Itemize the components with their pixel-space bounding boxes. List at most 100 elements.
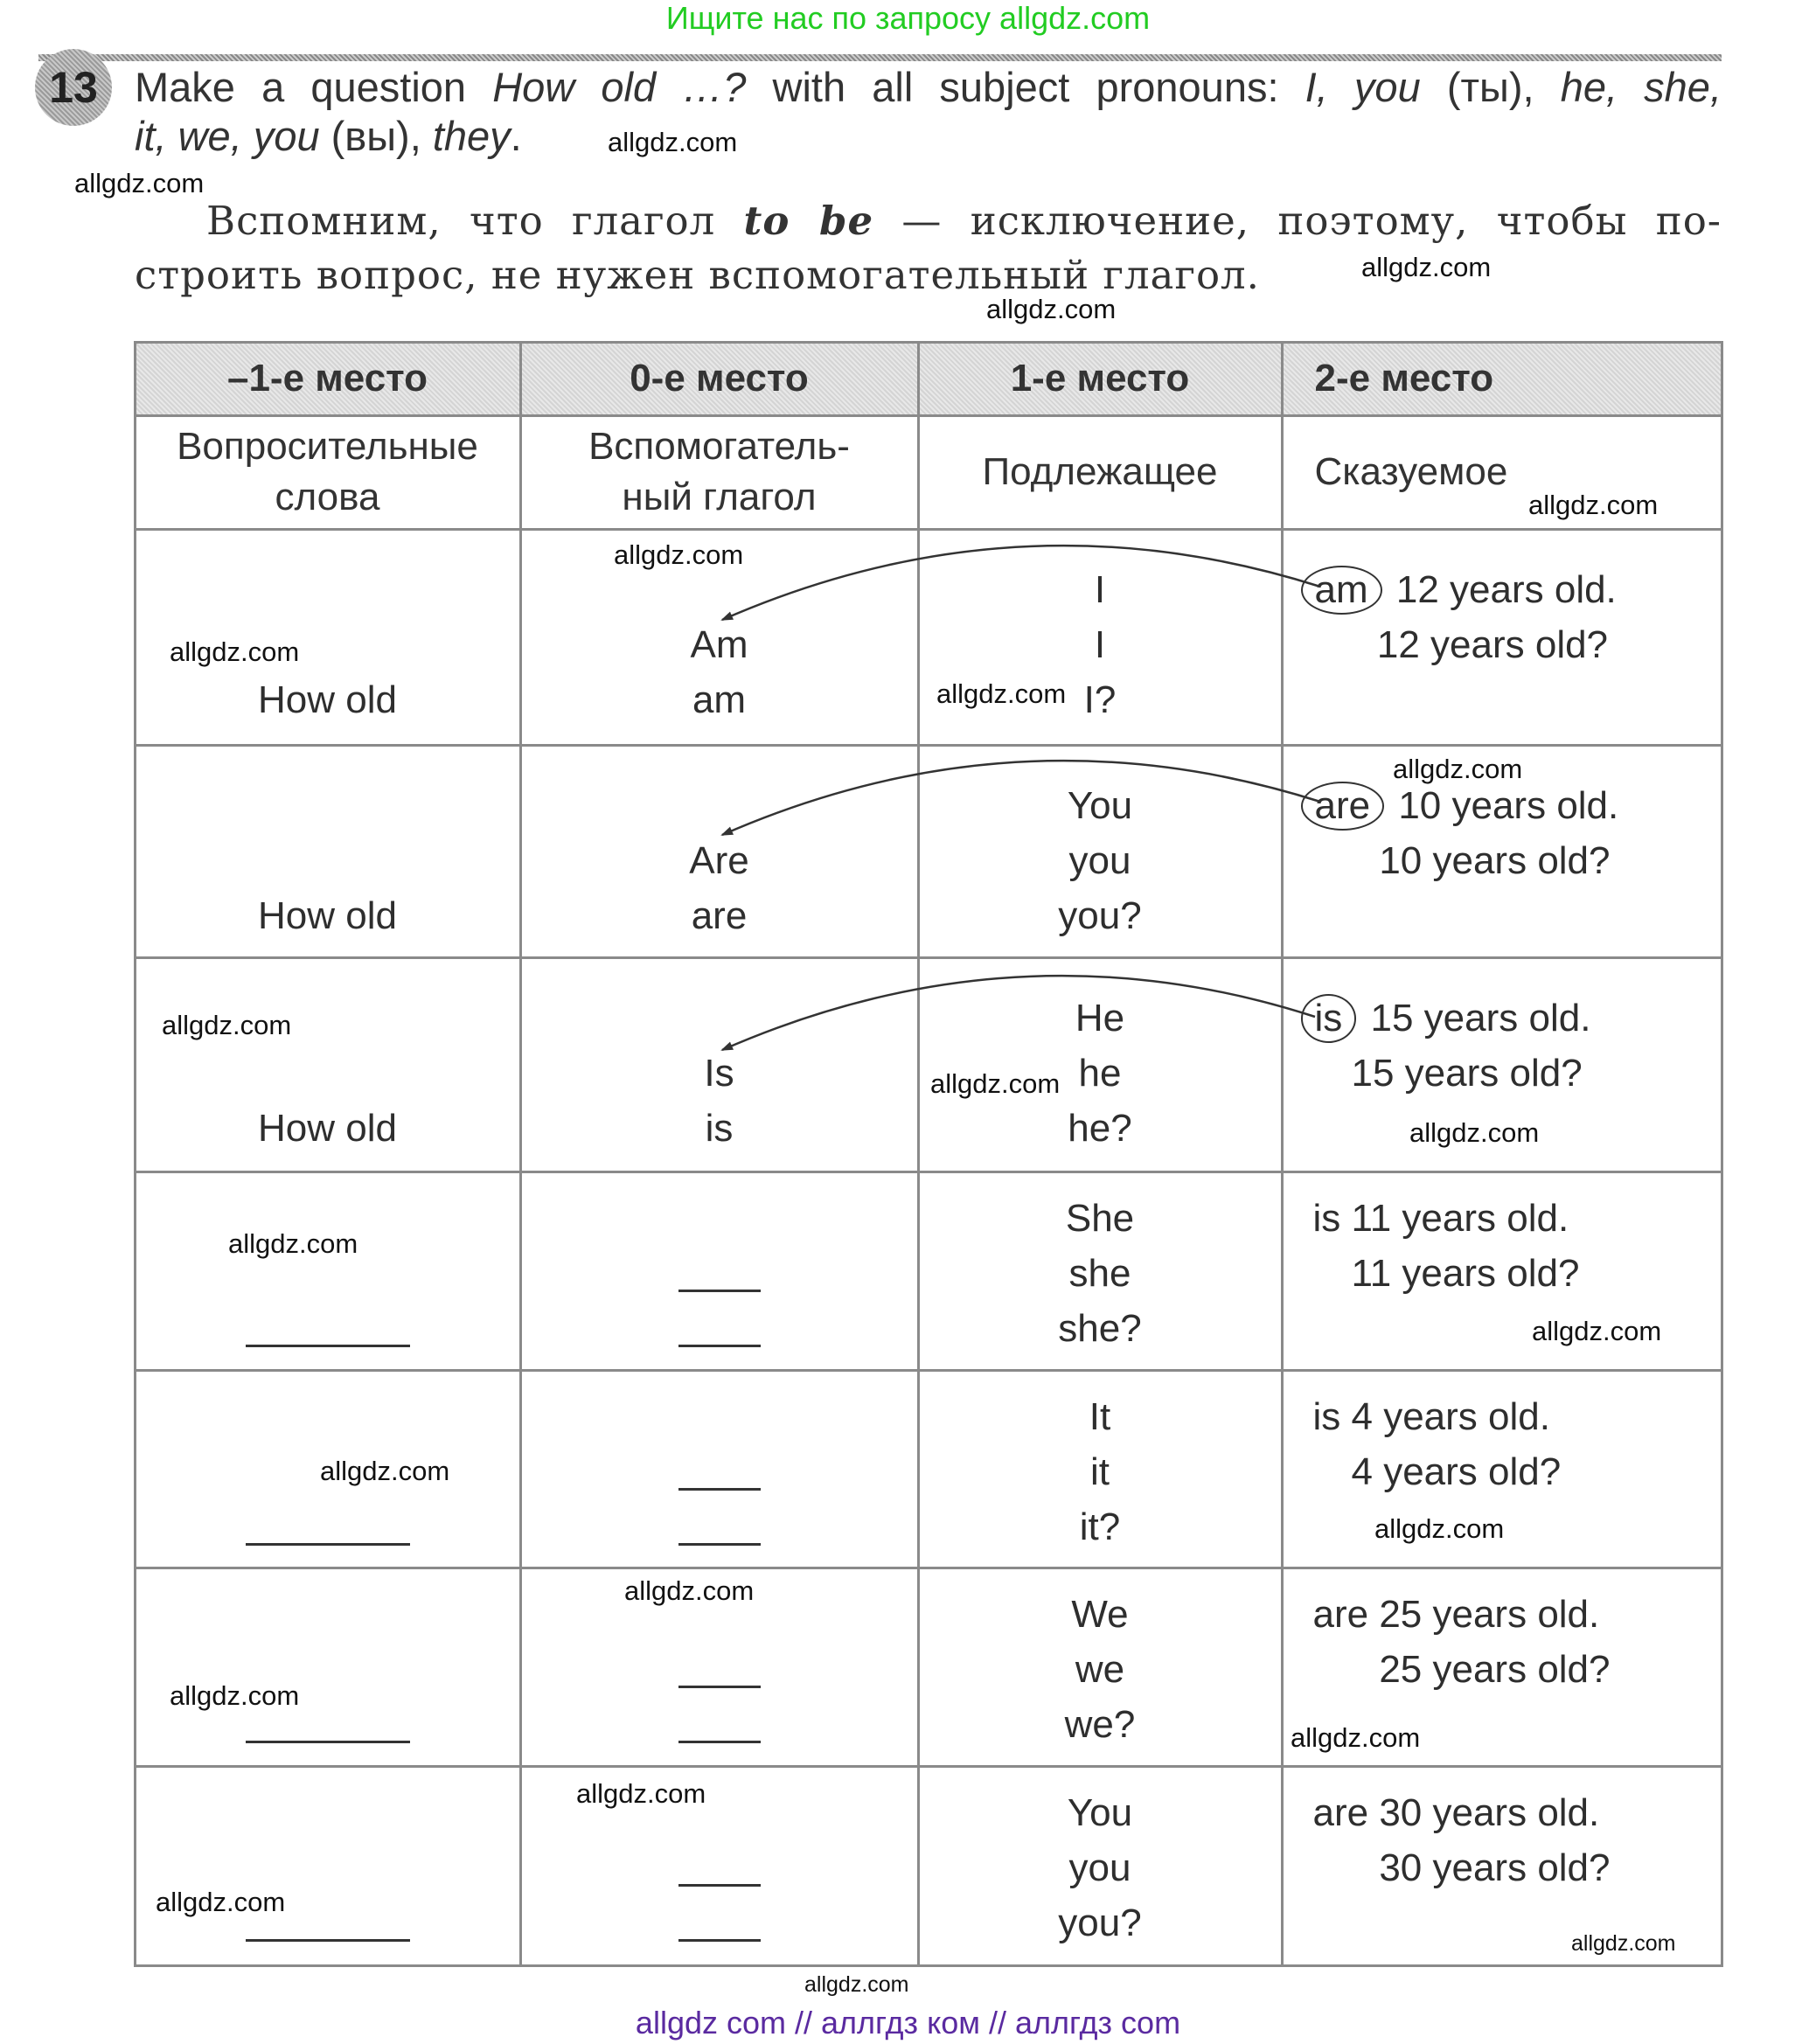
subheader-cell: Вспомогатель-ный глагол [518,414,920,531]
predicate-line: am 12 years old? [1313,617,1608,672]
subheader-text: Подлежащее [982,450,1218,493]
answer-blank[interactable] [245,1499,410,1546]
question-word-cell [133,1170,522,1372]
answer-blank[interactable] [678,1444,761,1491]
predicate-text: 4 years old. [1351,1394,1550,1438]
answer-blank[interactable] [678,1499,761,1546]
question-word-cell: How old [133,956,522,1173]
note-fragment: to be [743,198,874,244]
subject-pronoun: you? [1058,1901,1142,1944]
verb: is [1312,1196,1341,1240]
predicate-text: 11 years old? [1351,1251,1580,1295]
watermark: allgdz.com [1571,1931,1676,1956]
watermark: allgdz.com [1291,1722,1421,1753]
predicate-line: is 11 years old. [1313,1191,1569,1246]
header-cell: –1-е место [133,340,522,417]
answer-blank[interactable] [678,1895,761,1942]
watermark: allgdz.com [156,1887,286,1917]
task-fragment: they [432,113,511,159]
auxiliary-verb: Am [690,622,748,666]
answer-blank[interactable] [678,1642,761,1688]
auxiliary-verb-cell [518,1368,920,1569]
predicate-line: are 30 years old. [1313,1785,1600,1840]
task-fragment: (вы), [319,113,433,159]
watermark: allgdz.com [1409,1117,1540,1148]
answer-blank[interactable] [678,1246,761,1292]
answer-blank[interactable] [678,1840,761,1887]
answer-blank[interactable] [678,1301,761,1347]
watermark: allgdz.com [1528,490,1659,520]
task-fragment: he, she, [1560,64,1722,110]
subject-pronoun: we [1075,1647,1125,1691]
predicate-line: is 15 years old. [1300,991,1590,1046]
subject-pronoun: I [1094,567,1106,611]
subject-pronoun: We [1071,1592,1129,1636]
predicate-cell: is 15 years old.is 15 years old? [1280,956,1723,1173]
watermark: allgdz.com [1532,1316,1662,1346]
predicate-text: 10 years old? [1379,838,1611,882]
auxiliary-verb: Are [689,838,749,882]
auxiliary-verb-cell: Are are [518,743,920,959]
answer-blank[interactable] [245,1301,410,1347]
exercise-number-badge: 13 [35,49,112,126]
predicate-cell: am 12 years old.am 12 years old? [1280,527,1723,747]
answer-blank[interactable] [678,1697,761,1743]
site-banner: Ищите нас по запросу allgdz.com [665,0,1151,36]
predicate-cell: are 30 years old.are 30 years old? [1280,1764,1723,1967]
grammar-note: Вспомним, что глагол to be — исключение,… [135,194,1722,302]
subject-cell: We we we? [916,1566,1284,1768]
subject-pronoun: It [1089,1394,1111,1438]
task-fragment: it, we, you [135,113,320,159]
predicate-text: 15 years old? [1351,1051,1583,1095]
task-fragment: with all subject pronouns: [746,64,1305,110]
subject-pronoun: she [1068,1251,1131,1295]
verb: are [1312,1592,1369,1636]
verb: are [1300,781,1385,831]
subheader-text: ный глагол [622,476,817,518]
predicate-line: are 25 years old? [1313,1642,1610,1697]
subject-pronoun: she? [1058,1306,1142,1350]
subheader-text: слова [275,476,380,518]
predicate-line: am 12 years old. [1300,562,1617,617]
task-text-line2: it, we, you (вы), they. [135,112,522,161]
subject-cell: It it it? [916,1368,1284,1569]
predicate-line: are 10 years old. [1300,778,1618,833]
watermark: allgdz.com [986,294,1117,324]
predicate-line: is 11 years old? [1313,1246,1580,1301]
subject-pronoun: He [1075,996,1125,1039]
question-word-cell: How old [133,743,522,959]
subject-cell: I I I? [916,527,1284,747]
predicate-text: 30 years old. [1379,1790,1600,1834]
subject-pronoun: I? [1083,678,1117,721]
task-fragment: . [510,113,522,159]
auxiliary-verb-cell [518,1170,920,1372]
predicate-line: are 30 years old? [1313,1840,1610,1895]
verb: are [1312,1790,1369,1834]
answer-blank[interactable] [245,1895,410,1942]
header-cell: 0-е место [518,340,920,417]
watermark: allgdz.com [74,168,205,198]
subject-cell: You you you? [916,743,1284,959]
predicate-cell: are 10 years old.are 10 years old? [1280,743,1723,959]
watermark: allgdz.com [576,1778,706,1809]
watermark: allgdz.com [1393,754,1523,784]
watermark: allgdz.com [228,1228,358,1259]
predicate-text: 25 years old. [1379,1592,1600,1636]
subject-pronoun: I [1094,622,1106,666]
question-word: How old [258,893,397,937]
header-cell: 2-е место [1280,340,1723,417]
subject-pronoun: he? [1068,1106,1132,1150]
predicate-cell: is 11 years old.is 11 years old? [1280,1170,1723,1372]
watermark: allgdz.com [170,1680,300,1711]
auxiliary-verb: are [691,893,748,937]
auxiliary-verb-cell: Is is [518,956,920,1173]
subject-cell: She she she? [916,1170,1284,1372]
question-word-cell [133,1764,522,1967]
watermark: allgdz.com [624,1575,755,1606]
watermark: allgdz.com [936,678,1067,709]
subject-pronoun: you [1068,1846,1131,1889]
answer-blank[interactable] [245,1697,410,1743]
predicate-text: 11 years old. [1351,1196,1569,1240]
watermark: allgdz.com [608,127,738,157]
subheader-cell: Вопросительные слова [133,414,522,531]
